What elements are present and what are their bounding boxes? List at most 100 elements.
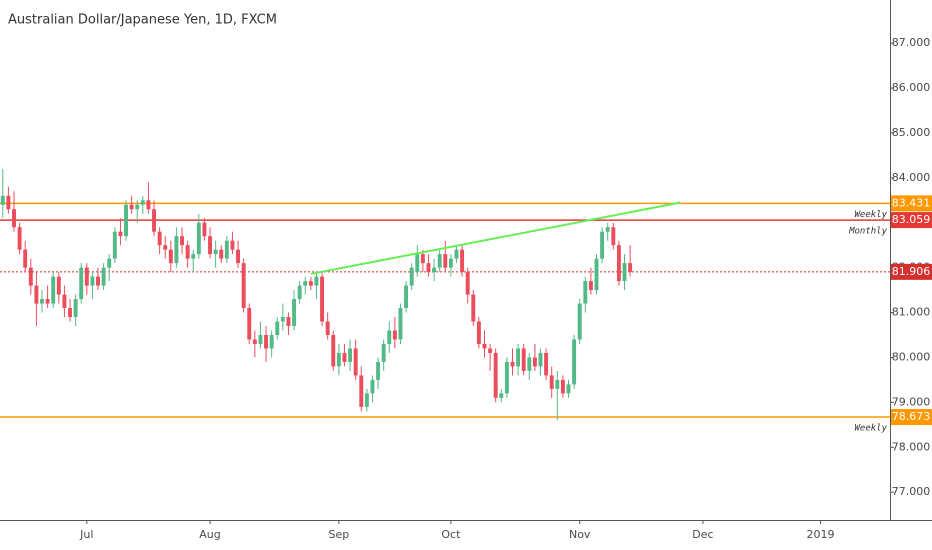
candle-body bbox=[135, 204, 140, 210]
candle-body bbox=[51, 276, 56, 304]
level-price-box bbox=[891, 212, 932, 229]
candle-body bbox=[370, 379, 375, 394]
candle-body bbox=[314, 276, 319, 286]
candle-body bbox=[504, 361, 509, 394]
plot bbox=[0, 168, 890, 421]
candle-body bbox=[460, 249, 465, 273]
y-tick-label: 87.000 bbox=[892, 36, 931, 49]
candle-body bbox=[404, 285, 409, 309]
candle-body bbox=[196, 222, 201, 255]
candle-body bbox=[28, 267, 33, 286]
candle-body bbox=[353, 348, 358, 376]
candle-body bbox=[112, 231, 117, 259]
candle-body bbox=[454, 249, 459, 259]
candle-body bbox=[336, 352, 341, 367]
candle-body bbox=[555, 379, 560, 389]
candle-body bbox=[482, 343, 487, 349]
x-tick-label: Dec bbox=[692, 528, 713, 541]
candle-body bbox=[577, 303, 582, 340]
candle-body bbox=[594, 258, 599, 291]
candle-body bbox=[174, 236, 179, 264]
candle-body bbox=[258, 334, 263, 344]
candle-body bbox=[0, 195, 5, 205]
level-price-label: 81.906 bbox=[892, 265, 931, 278]
candle-body bbox=[376, 361, 381, 380]
candle-body bbox=[583, 281, 588, 304]
candle-body bbox=[308, 281, 313, 286]
x-tick-label: 2019 bbox=[807, 528, 835, 541]
candle-body bbox=[532, 357, 537, 367]
level-note: Weekly bbox=[854, 424, 887, 434]
level-note: Weekly bbox=[854, 210, 887, 220]
candle-body bbox=[180, 236, 184, 246]
candle-body bbox=[84, 267, 89, 286]
candle-body bbox=[549, 375, 554, 389]
candle-body bbox=[510, 361, 515, 367]
candle-body bbox=[448, 258, 453, 268]
candle-body bbox=[359, 375, 364, 407]
candle-body bbox=[202, 222, 207, 237]
y-tick-label: 84.000 bbox=[892, 171, 931, 184]
candle-body bbox=[34, 285, 39, 304]
candle-body bbox=[572, 339, 577, 385]
candle-body bbox=[96, 276, 100, 286]
candle-body bbox=[437, 254, 442, 268]
candle-body bbox=[471, 294, 476, 322]
candle-body bbox=[348, 348, 353, 362]
candle-body bbox=[488, 348, 493, 353]
candle-body bbox=[107, 258, 112, 268]
candle-body bbox=[280, 317, 285, 322]
candle-body bbox=[191, 254, 196, 259]
candle-body bbox=[303, 281, 308, 286]
candle-body bbox=[129, 204, 134, 210]
candle-body bbox=[45, 299, 50, 304]
candle-body bbox=[152, 209, 156, 232]
candle-body bbox=[163, 245, 168, 250]
candle-body bbox=[219, 249, 224, 259]
level-price-box bbox=[891, 195, 932, 212]
y-tick-label: 81.000 bbox=[892, 306, 931, 319]
candle-body bbox=[320, 276, 325, 322]
candle-body bbox=[101, 267, 106, 286]
candle-body bbox=[331, 334, 336, 367]
candle-body bbox=[493, 352, 498, 398]
candle-body bbox=[269, 334, 274, 349]
candle-body bbox=[605, 227, 610, 232]
candle-body bbox=[118, 231, 123, 237]
level-price-box bbox=[891, 409, 932, 426]
level-note: Monthly bbox=[848, 227, 888, 237]
candle-body bbox=[241, 263, 246, 309]
candle-body bbox=[392, 330, 397, 340]
candle-body bbox=[224, 240, 229, 259]
candle-body bbox=[432, 267, 437, 273]
candle-body bbox=[275, 321, 280, 335]
candle-body bbox=[387, 330, 392, 344]
candle-body bbox=[56, 276, 61, 295]
candle-body bbox=[264, 334, 269, 349]
trendline bbox=[310, 201, 681, 275]
candle-body bbox=[415, 254, 420, 273]
candle-body bbox=[140, 200, 145, 205]
candle-body bbox=[236, 249, 241, 264]
candle-body bbox=[213, 249, 218, 255]
candle-body bbox=[588, 281, 593, 291]
candle-body bbox=[62, 294, 67, 309]
x-tick-label: Aug bbox=[199, 528, 220, 541]
candle-body bbox=[342, 352, 347, 362]
y-tick-label: 79.000 bbox=[892, 395, 931, 408]
candle-body bbox=[23, 249, 28, 268]
candle-body bbox=[600, 231, 605, 259]
x-tick-label: Nov bbox=[569, 528, 591, 541]
x-tick-label: Sep bbox=[328, 528, 349, 541]
candle-body bbox=[409, 267, 414, 286]
candle-body bbox=[73, 299, 78, 318]
candle-body bbox=[297, 285, 302, 300]
candle-body bbox=[185, 245, 190, 259]
candle-body bbox=[68, 308, 72, 318]
candle-body bbox=[40, 299, 44, 304]
candle-body bbox=[17, 227, 22, 250]
candle-body bbox=[622, 263, 627, 282]
candle-body bbox=[325, 321, 330, 335]
candle-body bbox=[364, 393, 369, 407]
candle-body bbox=[398, 308, 403, 340]
